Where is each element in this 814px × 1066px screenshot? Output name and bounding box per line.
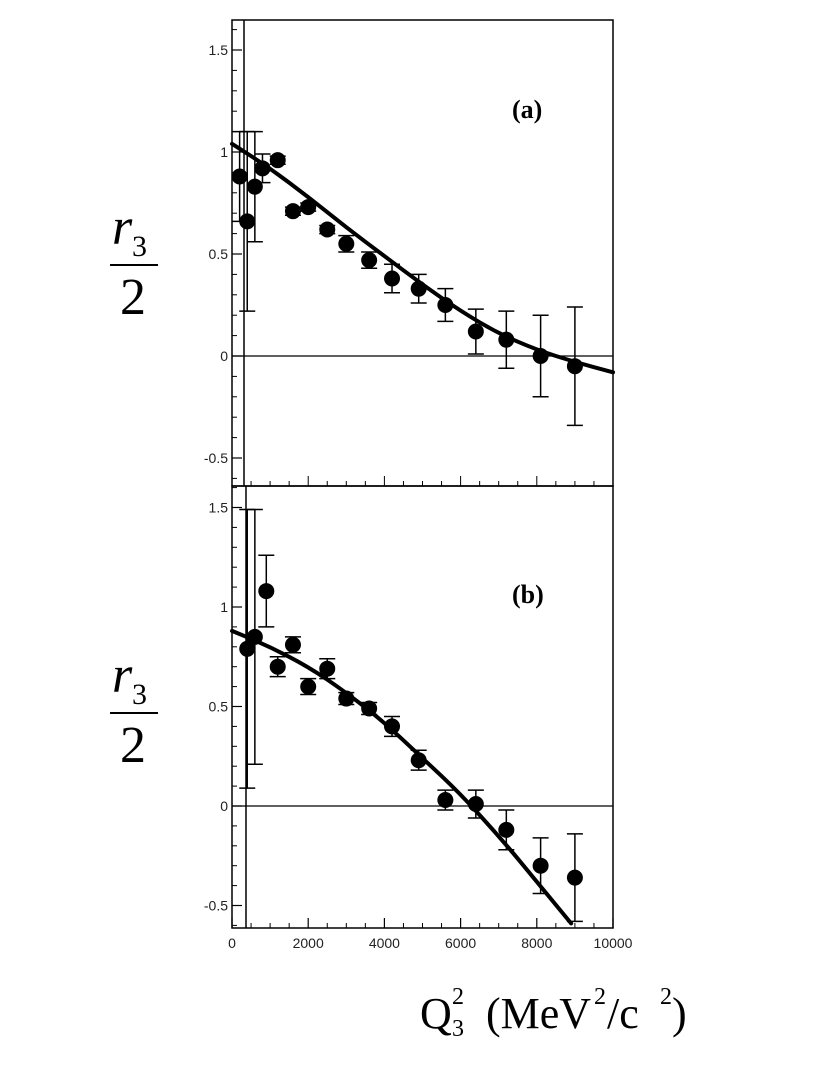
xtick-label: 8000 (521, 935, 552, 951)
xlabel-q: Q (420, 989, 452, 1038)
ylabel-a: r 3 2 (110, 199, 158, 326)
data-point (361, 252, 378, 269)
data-point (498, 821, 515, 838)
ytick-label: 1 (220, 144, 228, 160)
xtick-label: 10000 (594, 935, 633, 951)
data-point (300, 678, 317, 695)
data-point (384, 270, 401, 287)
data-point (284, 636, 301, 653)
xlabel-unit-sup2: 2 (660, 984, 672, 1010)
ylabel-a-r: r (112, 199, 133, 256)
panel-a-fit (230, 141, 615, 375)
xlabel-unit-sup1: 2 (594, 984, 606, 1010)
panel-b-frame (231, 485, 614, 929)
data-point (246, 178, 263, 195)
data-point (231, 168, 248, 185)
xlabel-q-sup: 2 (452, 984, 464, 1010)
data-point (319, 221, 336, 238)
panel-b-points (239, 508, 583, 923)
ytick-label: 0.5 (209, 699, 229, 715)
data-point (269, 658, 286, 675)
data-point (284, 203, 301, 220)
panel-a-yticks: -0.5 0 0.5 1 1.5 (204, 29, 614, 486)
data-point (384, 718, 401, 735)
ylabel-a-den: 2 (120, 269, 146, 326)
xlabel-unit-close: ) (672, 989, 687, 1038)
data-point (269, 152, 286, 169)
panel-a-label: (a) (512, 95, 542, 124)
ylabel-b-den: 2 (120, 717, 146, 774)
ytick-label: 1.5 (209, 42, 229, 58)
ytick-label: 0 (220, 798, 228, 814)
fit-curve (230, 141, 615, 375)
data-point (437, 792, 454, 809)
ytick-label: 0.5 (209, 246, 229, 262)
xlabel: Q 2 3 (MeV 2 /c 2 ) (420, 984, 687, 1042)
data-point (467, 323, 484, 340)
data-point (532, 857, 549, 874)
xlabel-q-sub: 3 (452, 1016, 464, 1042)
panel-a-points (231, 130, 583, 427)
xtick-label: 4000 (369, 935, 400, 951)
panel-b-xticks: 0 2000 4000 6000 8000 10000 (228, 918, 633, 951)
xtick-label: 6000 (445, 935, 476, 951)
panel-b-yticks: -0.5 0 0.5 1 1.5 (204, 487, 242, 926)
ytick-label: 1 (220, 599, 228, 615)
data-point (319, 660, 336, 677)
ylabel-b: r 3 2 (110, 647, 158, 774)
data-point (239, 213, 256, 230)
ytick-label: 0 (220, 348, 228, 364)
ytick-label: 1.5 (209, 500, 229, 516)
data-point (239, 640, 256, 657)
data-point (338, 235, 355, 252)
ytick-label: -0.5 (204, 450, 228, 466)
ytick-label: -0.5 (204, 898, 228, 914)
panel-b-fit (230, 628, 574, 926)
xlabel-unit-open: (MeV (486, 989, 591, 1038)
ylabel-b-r: r (112, 647, 133, 704)
ylabel-a-sub: 3 (132, 230, 147, 263)
data-point (300, 199, 317, 216)
ylabel-b-sub: 3 (132, 678, 147, 711)
panel-b-label: (b) (512, 580, 544, 609)
fit-curve (230, 628, 574, 926)
xtick-label: 2000 (293, 935, 324, 951)
panel-b: (b) -0.5 0 0.5 1 1.5 0 2000 4000 6000 8000 10000 (204, 485, 633, 951)
data-point (566, 869, 583, 886)
xlabel-unit-mid: /c (607, 989, 639, 1038)
data-point (258, 583, 275, 600)
xtick-label: 0 (228, 935, 236, 951)
panel-a: (a) -0.5 0 0.5 1 1.5 (204, 19, 615, 487)
panel-a-frame (231, 19, 614, 487)
